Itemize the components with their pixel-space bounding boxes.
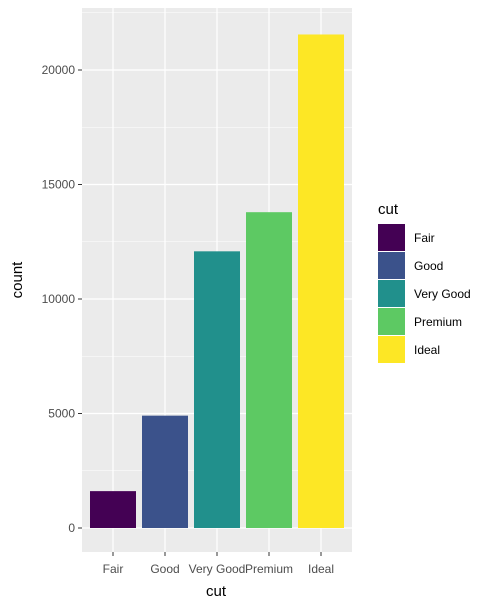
legend-items: Fair Good Very Good Premium Ideal — [378, 224, 471, 363]
legend-key — [378, 336, 405, 363]
bar-good — [142, 415, 188, 528]
y-tick-label: 0 — [68, 521, 75, 535]
x-axis-title: cut — [206, 583, 227, 600]
bar-fair — [90, 491, 136, 528]
y-tick-label: 20000 — [42, 63, 76, 77]
y-tick-label: 10000 — [42, 292, 76, 306]
x-tick-label: Fair — [103, 562, 124, 576]
x-tick-label: Premium — [245, 562, 293, 576]
x-tick-label: Good — [150, 562, 179, 576]
bar-ideal — [298, 34, 344, 528]
legend-label: Very Good — [414, 287, 471, 301]
y-axis-ticks: 0 5000 10000 15000 20000 — [42, 63, 82, 535]
legend-label: Ideal — [414, 343, 440, 357]
legend-key — [378, 252, 405, 279]
legend-label: Fair — [414, 231, 435, 245]
x-tick-label: Ideal — [308, 562, 334, 576]
legend: cut Fair Good Very Good Premium Ideal — [378, 201, 471, 363]
legend-title: cut — [378, 201, 399, 218]
x-axis-ticks: Fair Good Very Good Premium Ideal — [103, 552, 334, 576]
legend-key — [378, 224, 405, 251]
legend-label: Premium — [414, 315, 462, 329]
legend-key — [378, 280, 405, 307]
y-tick-label: 15000 — [42, 178, 76, 192]
bars — [90, 34, 344, 528]
y-tick-label: 5000 — [48, 407, 75, 421]
bar-premium — [246, 212, 292, 528]
bar-very-good — [194, 251, 240, 528]
legend-label: Good — [414, 259, 443, 273]
legend-key — [378, 308, 405, 335]
y-axis-title: count — [9, 261, 26, 299]
x-tick-label: Very Good — [189, 562, 246, 576]
